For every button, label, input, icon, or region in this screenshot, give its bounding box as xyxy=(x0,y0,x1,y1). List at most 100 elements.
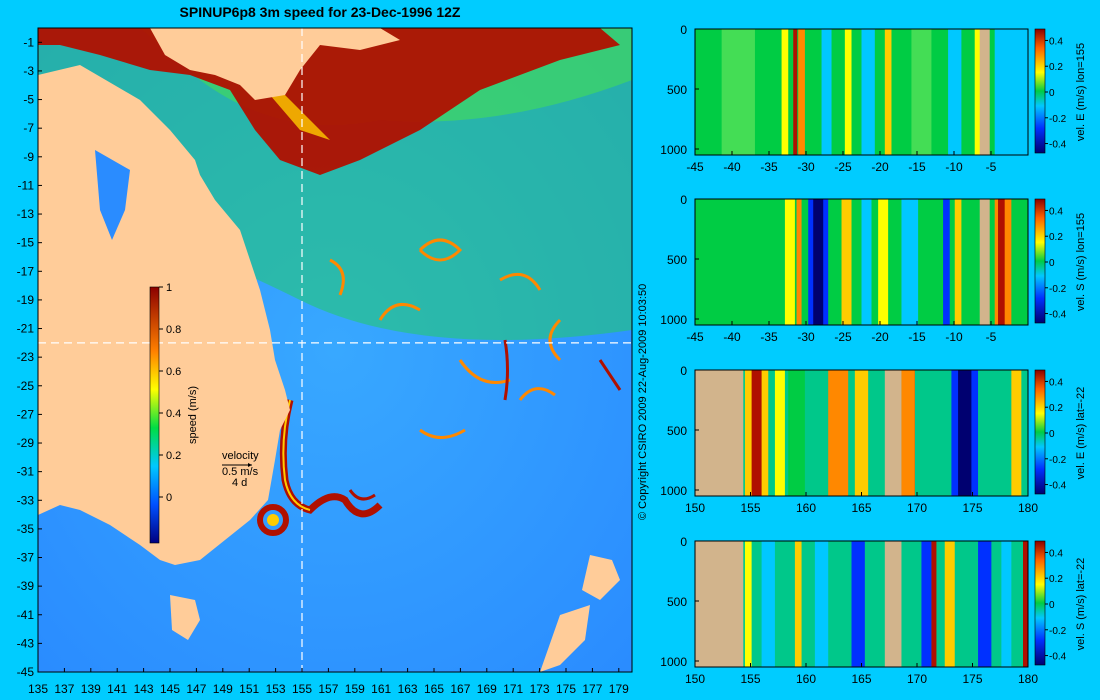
speed-colorbar-tick-label: 0.6 xyxy=(166,366,181,378)
map-lon-tick-label: 149 xyxy=(213,682,233,696)
section-field xyxy=(796,199,802,325)
section-y-tick-label: 500 xyxy=(667,595,687,609)
section-y-tick-label: 1000 xyxy=(660,655,687,669)
speed-colorbar-ticks: 1 0.8 0.6 0.4 0.2 0 xyxy=(159,282,181,504)
section-x-tick-label: 160 xyxy=(796,501,816,515)
section-x-tick-label: 175 xyxy=(962,672,982,686)
map-lon-tick-label: 159 xyxy=(345,682,365,696)
section-x-tick-label: -5 xyxy=(986,330,997,344)
section-field xyxy=(1011,370,1022,496)
map-lon-ticks: 135 137 139 141 143 145 147 149 151 153 155 157 159 1… xyxy=(28,668,629,696)
section-field xyxy=(793,29,798,155)
section-colorbar-tick-label: -0.2 xyxy=(1049,626,1067,637)
map-lat-tick-label: -13 xyxy=(17,207,35,221)
map-lon-tick-label: 177 xyxy=(582,682,602,696)
map-lat-tick-label: -33 xyxy=(17,493,35,507)
section-field xyxy=(851,541,865,667)
section-x-tick-label: -15 xyxy=(908,330,926,344)
section-field xyxy=(844,29,852,155)
section-field xyxy=(884,541,902,667)
section-field xyxy=(948,29,962,155)
velocity-scale-value: 0.5 m/s xyxy=(222,466,259,478)
section-y-tick-label: 0 xyxy=(680,364,687,378)
map-lat-tick-label: -27 xyxy=(17,407,35,421)
map-lon-tick-label: 179 xyxy=(609,682,629,696)
map-lon-tick-label: 141 xyxy=(107,682,127,696)
section-y-tick-label: 1000 xyxy=(660,313,687,327)
section-x-tick-label: -5 xyxy=(986,160,997,174)
section-y-tick-label: 0 xyxy=(680,535,687,549)
map-lat-tick-label: -5 xyxy=(23,93,34,107)
map-lat-tick-label: -39 xyxy=(17,579,35,593)
map-lon-tick-label: 171 xyxy=(503,682,523,696)
section-x-tick-label: -40 xyxy=(723,330,741,344)
section-field xyxy=(841,199,852,325)
section-field xyxy=(901,370,915,496)
section-field xyxy=(974,29,982,155)
section-field xyxy=(943,199,950,325)
section-colorbar-tick-label: 0.4 xyxy=(1049,206,1063,217)
section-colorbar-tick-label: 0.2 xyxy=(1049,403,1063,414)
section-field xyxy=(784,199,795,325)
section-field xyxy=(854,370,869,496)
map-lat-tick-label: -7 xyxy=(23,121,34,135)
section-x-tick-label: -45 xyxy=(686,160,704,174)
section-label: vel. S (m/s) lon=155 xyxy=(1075,213,1087,311)
section-colorbar-tick-label: -0.4 xyxy=(1049,481,1067,492)
section-label: vel. E (m/s) lon=155 xyxy=(1075,43,1087,141)
map-lon-tick-label: 143 xyxy=(134,682,154,696)
section-y-tick-label: 1000 xyxy=(660,143,687,157)
map-lat-tick-label: -9 xyxy=(23,150,34,164)
section-x-tick-label: -25 xyxy=(834,330,852,344)
figure-title: SPINUP6p8 3m speed for 23-Dec-1996 12Z xyxy=(179,4,461,20)
section-field xyxy=(695,541,744,667)
section-x-tick-label: -15 xyxy=(908,160,926,174)
map-lat-tick-label: -35 xyxy=(17,522,35,536)
map-lat-tick-label: -43 xyxy=(17,636,35,650)
map-lon-tick-label: 145 xyxy=(160,682,180,696)
section-colorbar-tick-label: 0.4 xyxy=(1049,548,1063,559)
section-colorbar-tick-label: -0.4 xyxy=(1049,310,1067,321)
section-field xyxy=(751,370,762,496)
map-lat-tick-label: -11 xyxy=(18,178,35,192)
speed-colorbar-tick-label: 0.2 xyxy=(166,450,181,462)
section-x-tick-label: -25 xyxy=(834,160,852,174)
map-lat-tick-label: -19 xyxy=(17,293,35,307)
map-lon-tick-label: 155 xyxy=(292,682,312,696)
section-x-tick-label: 180 xyxy=(1018,501,1038,515)
speed-colorbar-tick-label: 0.8 xyxy=(166,324,181,336)
section-colorbar-tick-label: -0.4 xyxy=(1049,140,1067,151)
section-field xyxy=(931,541,937,667)
section-label: vel. S (m/s) lat=-22 xyxy=(1075,558,1087,651)
section-panel: 150 155 160 165 170 175 180 0 500 1000 0.4 0.2 0 -0.2… xyxy=(660,535,1087,686)
section-label: vel. E (m/s) lat=-22 xyxy=(1075,387,1087,480)
section-field xyxy=(744,541,752,667)
section-colorbar-tick-label: -0.2 xyxy=(1049,114,1067,125)
map-lat-ticks: -1 -3 -5 -7 -9 -11 -13 -15 -17 -19 -21 -23 -25 -27 -29… xyxy=(17,35,42,679)
section-colorbar-tick-label: 0 xyxy=(1049,88,1055,99)
map-lon-tick-label: 167 xyxy=(450,682,470,696)
section-field xyxy=(954,199,962,325)
section-field xyxy=(1023,541,1028,667)
section-field xyxy=(813,199,824,325)
section-x-tick-label: 155 xyxy=(740,672,760,686)
section-field xyxy=(1001,541,1012,667)
section-x-tick-label: 155 xyxy=(740,501,760,515)
section-field xyxy=(821,29,832,155)
speed-colorbar-tick-label: 1 xyxy=(166,282,172,294)
section-colorbar xyxy=(1034,198,1046,324)
map-lat-tick-label: -21 xyxy=(17,322,35,336)
section-field xyxy=(788,370,805,496)
map-lon-tick-label: 165 xyxy=(424,682,444,696)
speed-colorbar-label: speed (m/s) xyxy=(187,386,199,444)
section-field xyxy=(794,541,802,667)
map-lon-tick-label: 161 xyxy=(371,682,391,696)
map-lat-tick-label: -37 xyxy=(17,551,35,565)
section-x-tick-label: 165 xyxy=(851,672,871,686)
velocity-scale-days: 4 d xyxy=(232,477,247,489)
section-colorbar xyxy=(1034,28,1046,154)
map-lon-tick-label: 151 xyxy=(239,682,259,696)
map-lon-tick-label: 137 xyxy=(54,682,74,696)
section-panels: -45 -40 -35 -30 -25 -20 -15 -10 -5 0 500 1000 0.4 0.2… xyxy=(660,23,1087,686)
speed-colorbar-tick-label: 0.4 xyxy=(166,408,181,420)
